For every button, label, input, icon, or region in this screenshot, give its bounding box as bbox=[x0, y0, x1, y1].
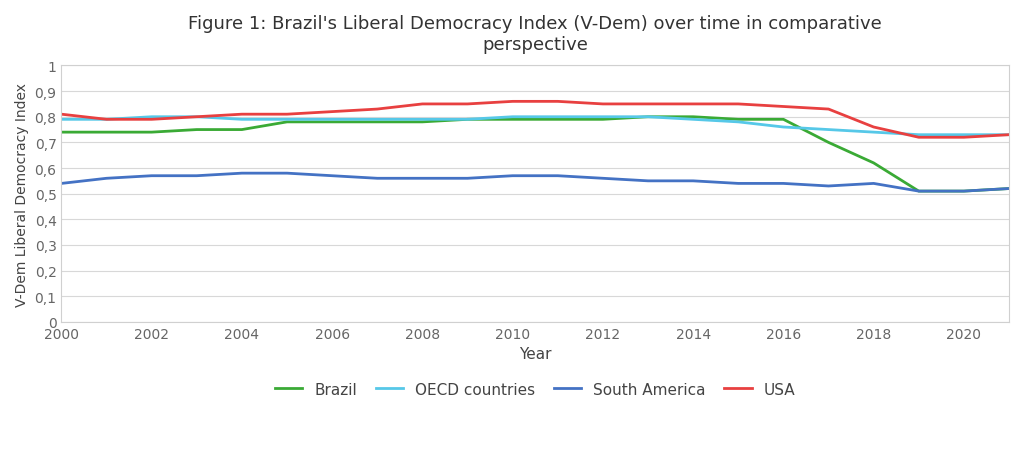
Y-axis label: V-Dem Liberal Democracy Index: V-Dem Liberal Democracy Index bbox=[15, 82, 29, 306]
Brazil bbox=[597, 117, 609, 123]
USA bbox=[777, 104, 790, 110]
South America bbox=[281, 171, 293, 177]
Brazil bbox=[957, 189, 970, 195]
South America bbox=[687, 178, 699, 184]
USA bbox=[417, 102, 429, 108]
OECD countries bbox=[507, 115, 519, 120]
Brazil bbox=[281, 120, 293, 126]
USA bbox=[462, 102, 474, 108]
South America bbox=[190, 173, 203, 179]
South America bbox=[642, 178, 654, 184]
OECD countries bbox=[326, 117, 338, 123]
OECD countries bbox=[957, 132, 970, 138]
Line: South America: South America bbox=[61, 174, 1009, 192]
OECD countries bbox=[236, 117, 248, 123]
South America bbox=[326, 173, 338, 179]
South America bbox=[462, 176, 474, 182]
South America bbox=[100, 176, 113, 182]
USA bbox=[55, 112, 68, 118]
Brazil bbox=[1002, 186, 1015, 192]
USA bbox=[822, 107, 835, 113]
USA bbox=[326, 109, 338, 115]
Brazil bbox=[867, 161, 880, 167]
OECD countries bbox=[190, 115, 203, 120]
OECD countries bbox=[912, 132, 925, 138]
OECD countries bbox=[417, 117, 429, 123]
Brazil bbox=[822, 140, 835, 146]
Brazil bbox=[552, 117, 564, 123]
OECD countries bbox=[867, 130, 880, 136]
South America bbox=[236, 171, 248, 177]
South America bbox=[957, 189, 970, 195]
Brazil bbox=[236, 128, 248, 133]
OECD countries bbox=[642, 115, 654, 120]
South America bbox=[371, 176, 383, 182]
Brazil bbox=[417, 120, 429, 126]
USA bbox=[642, 102, 654, 108]
Line: USA: USA bbox=[61, 102, 1009, 138]
South America bbox=[1002, 186, 1015, 192]
Brazil bbox=[462, 117, 474, 123]
OECD countries bbox=[822, 128, 835, 133]
South America bbox=[867, 181, 880, 187]
Line: Brazil: Brazil bbox=[61, 118, 1009, 192]
X-axis label: Year: Year bbox=[519, 347, 552, 362]
USA bbox=[190, 115, 203, 120]
OECD countries bbox=[281, 117, 293, 123]
Brazil bbox=[642, 115, 654, 120]
Brazil bbox=[326, 120, 338, 126]
Brazil bbox=[371, 120, 383, 126]
Brazil bbox=[190, 128, 203, 133]
South America bbox=[822, 184, 835, 189]
OECD countries bbox=[732, 120, 744, 126]
Legend: Brazil, OECD countries, South America, USA: Brazil, OECD countries, South America, U… bbox=[268, 376, 802, 403]
South America bbox=[732, 181, 744, 187]
Brazil bbox=[687, 115, 699, 120]
USA bbox=[957, 135, 970, 141]
South America bbox=[597, 176, 609, 182]
OECD countries bbox=[777, 125, 790, 130]
South America bbox=[912, 189, 925, 195]
Brazil bbox=[145, 130, 158, 136]
South America bbox=[552, 173, 564, 179]
South America bbox=[55, 181, 68, 187]
USA bbox=[507, 99, 519, 105]
OECD countries bbox=[100, 117, 113, 123]
USA bbox=[912, 135, 925, 141]
USA bbox=[281, 112, 293, 118]
USA bbox=[145, 117, 158, 123]
South America bbox=[417, 176, 429, 182]
Brazil bbox=[100, 130, 113, 136]
USA bbox=[100, 117, 113, 123]
OECD countries bbox=[462, 117, 474, 123]
Brazil bbox=[777, 117, 790, 123]
South America bbox=[145, 173, 158, 179]
USA bbox=[552, 99, 564, 105]
USA bbox=[236, 112, 248, 118]
USA bbox=[867, 125, 880, 130]
OECD countries bbox=[1002, 132, 1015, 138]
USA bbox=[597, 102, 609, 108]
USA bbox=[732, 102, 744, 108]
South America bbox=[777, 181, 790, 187]
Title: Figure 1: Brazil's Liberal Democracy Index (V-Dem) over time in comparative
pers: Figure 1: Brazil's Liberal Democracy Ind… bbox=[188, 15, 882, 54]
OECD countries bbox=[552, 115, 564, 120]
Brazil bbox=[912, 189, 925, 195]
OECD countries bbox=[687, 117, 699, 123]
Brazil bbox=[507, 117, 519, 123]
OECD countries bbox=[145, 115, 158, 120]
OECD countries bbox=[55, 117, 68, 123]
USA bbox=[687, 102, 699, 108]
Brazil bbox=[55, 130, 68, 136]
South America bbox=[507, 173, 519, 179]
Line: OECD countries: OECD countries bbox=[61, 118, 1009, 135]
USA bbox=[371, 107, 383, 113]
OECD countries bbox=[371, 117, 383, 123]
Brazil bbox=[732, 117, 744, 123]
USA bbox=[1002, 132, 1015, 138]
OECD countries bbox=[597, 115, 609, 120]
